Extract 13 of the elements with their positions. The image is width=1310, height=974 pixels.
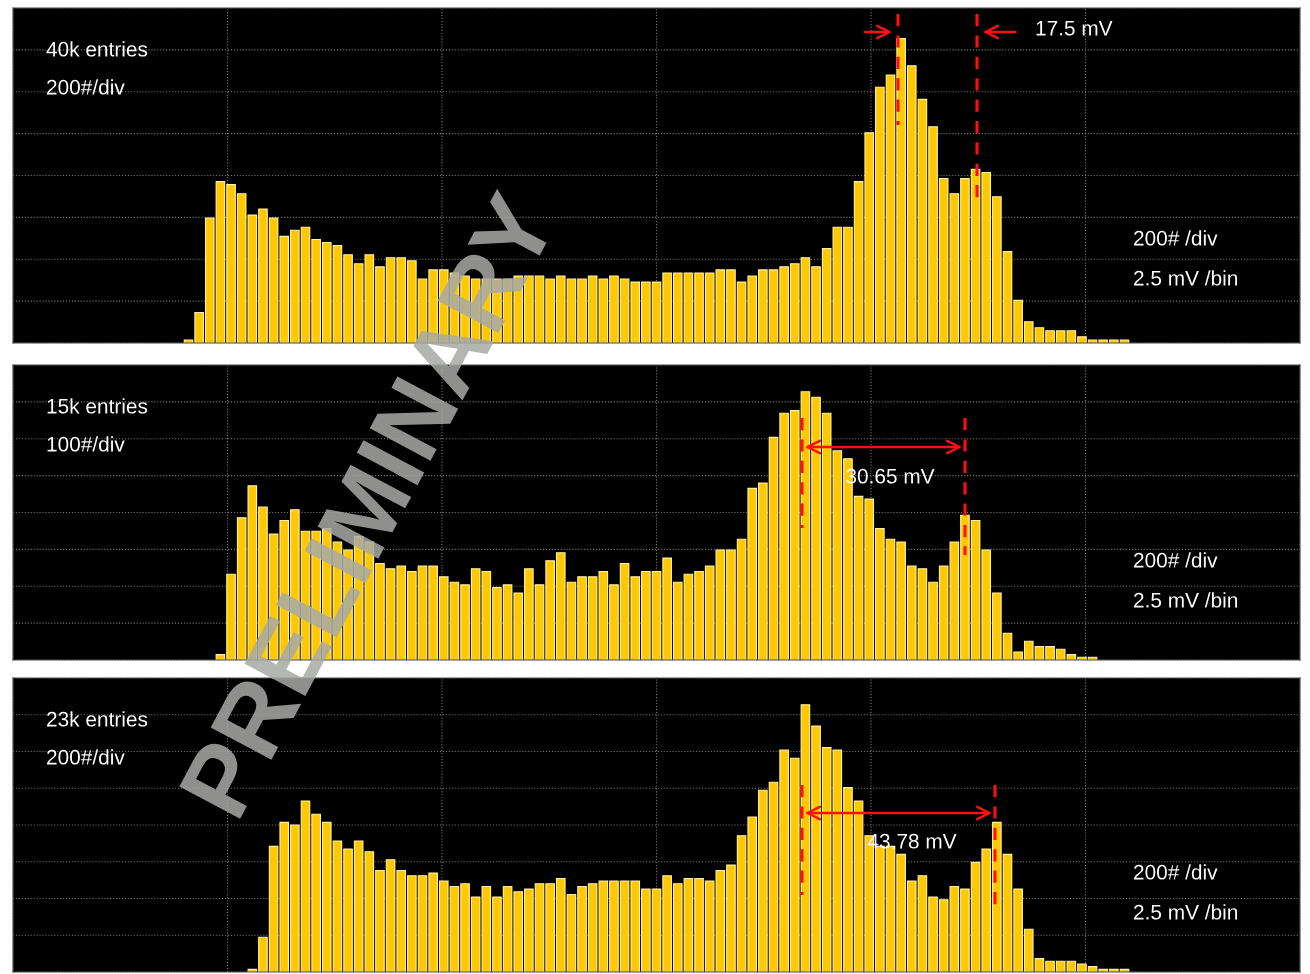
text: 200# /div [1134, 230, 1218, 246]
text: 200#/div [47, 749, 125, 765]
text: 200# /div [1134, 552, 1218, 568]
text: 200# /div [1134, 864, 1218, 880]
text: 2.5 mV /bin [1134, 904, 1238, 920]
text: 200#/div [47, 79, 125, 95]
text: 17.5 mV [1036, 21, 1113, 36]
text: 2.5 mV /bin [1134, 592, 1238, 608]
text: 23k entries [47, 711, 148, 727]
text: 40k entries [46, 41, 148, 57]
text: 2.5 mV /bin [1134, 270, 1238, 286]
text: 100#/div [47, 436, 125, 452]
text: 15k entries [47, 398, 148, 414]
